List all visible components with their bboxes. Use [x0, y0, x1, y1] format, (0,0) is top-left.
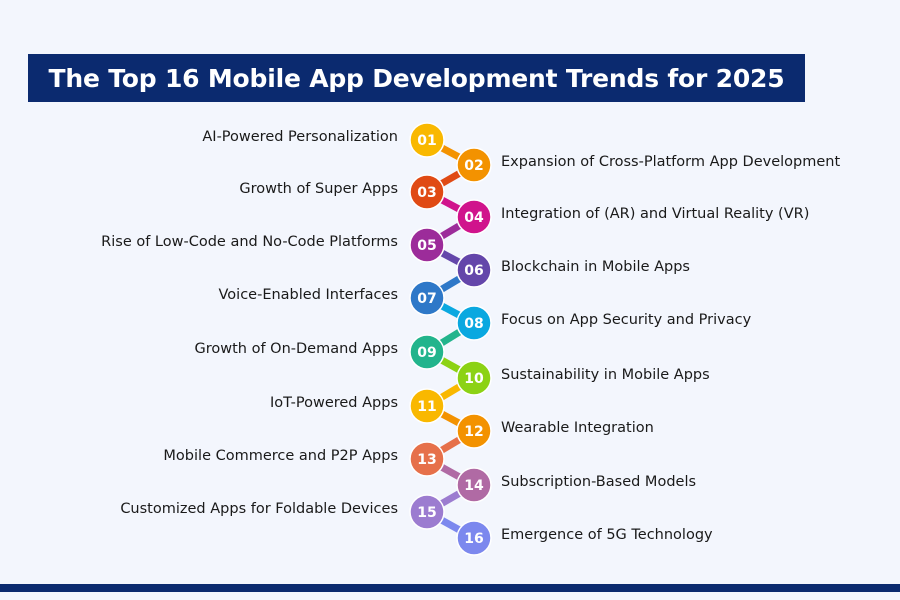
badge-number: 03	[417, 185, 436, 201]
badge-circle	[409, 441, 445, 477]
trend-label: Customized Apps for Foldable Devices	[120, 501, 398, 517]
trend-label: Integration of (AR) and Virtual Reality …	[501, 206, 810, 222]
trend-label: Expansion of Cross-Platform App Developm…	[501, 154, 841, 170]
badge-number: 08	[464, 316, 483, 332]
badge-number: 13	[417, 452, 436, 468]
bottom-bar	[0, 584, 900, 592]
trend-badge-05: 05	[409, 227, 445, 263]
trend-label: Growth of Super Apps	[239, 181, 398, 197]
badge-number: 02	[464, 158, 483, 174]
trend-badge-04: 04	[456, 199, 492, 235]
trend-label: Mobile Commerce and P2P Apps	[163, 448, 398, 464]
title-banner: The Top 16 Mobile App Development Trends…	[28, 54, 805, 102]
badge-circle	[409, 494, 445, 530]
trend-label: Focus on App Security and Privacy	[501, 312, 752, 328]
badge-number: 09	[417, 345, 436, 361]
trend-badge-11: 11	[409, 388, 445, 424]
trend-badge-10: 10	[456, 360, 492, 396]
trend-badge-02: 02	[456, 147, 492, 183]
badge-circle	[456, 305, 492, 341]
badge-circle	[456, 252, 492, 288]
badge-circle	[456, 147, 492, 183]
trend-badge-14: 14	[456, 467, 492, 503]
badge-number: 04	[464, 210, 484, 226]
trend-label: IoT-Powered Apps	[269, 395, 398, 411]
trend-label: Emergence of 5G Technology	[501, 527, 713, 543]
trend-label: Rise of Low-Code and No-Code Platforms	[101, 234, 398, 250]
badge-circle	[409, 174, 445, 210]
badge-number: 11	[417, 399, 436, 415]
badge-circle	[409, 334, 445, 370]
badge-number: 10	[464, 371, 484, 387]
trend-label: Blockchain in Mobile Apps	[501, 259, 690, 275]
badge-circle	[456, 520, 492, 556]
badge-circle	[409, 122, 445, 158]
trend-label: AI-Powered Personalization	[202, 129, 398, 145]
badge-number: 14	[464, 478, 484, 494]
badge-number: 16	[464, 531, 483, 547]
badge-circle	[456, 360, 492, 396]
trend-badge-12: 12	[456, 413, 492, 449]
badge-number: 07	[417, 291, 436, 307]
badge-circle	[409, 280, 445, 316]
badge-circle	[456, 199, 492, 235]
badge-number: 06	[464, 263, 483, 279]
trend-badge-08: 08	[456, 305, 492, 341]
trend-label: Subscription-Based Models	[501, 474, 697, 490]
badge-circle	[456, 413, 492, 449]
trend-label: Growth of On-Demand Apps	[194, 341, 399, 357]
badge-number: 01	[417, 133, 436, 149]
trend-label: Wearable Integration	[501, 420, 654, 436]
trend-badge-01: 01	[409, 122, 445, 158]
trend-label: Voice-Enabled Interfaces	[218, 287, 399, 303]
trend-badge-03: 03	[409, 174, 445, 210]
trend-badge-16: 16	[456, 520, 492, 556]
page-title: The Top 16 Mobile App Development Trends…	[48, 63, 785, 93]
badge-number: 15	[417, 505, 436, 521]
trend-badge-06: 06	[456, 252, 492, 288]
trend-badge-13: 13	[409, 441, 445, 477]
badge-number: 12	[464, 424, 483, 440]
trend-badge-07: 07	[409, 280, 445, 316]
badge-circle	[456, 467, 492, 503]
trend-badge-09: 09	[409, 334, 445, 370]
badge-number: 05	[417, 238, 436, 254]
badge-circle	[409, 388, 445, 424]
trend-badge-15: 15	[409, 494, 445, 530]
badge-circle	[409, 227, 445, 263]
trend-label: Sustainability in Mobile Apps	[501, 367, 710, 383]
